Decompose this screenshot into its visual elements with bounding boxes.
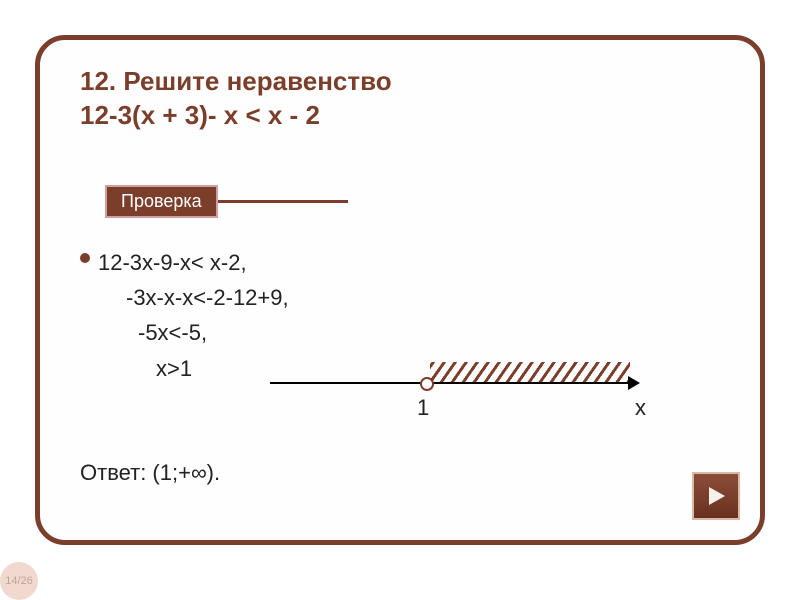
- solution-row-4: x>1: [156, 351, 289, 386]
- title-line-1: 12. Решите неравенство: [80, 66, 392, 96]
- slide-frame: 12. Решите неравенство 12-3(x + 3)- x < …: [35, 35, 765, 545]
- check-section: Проверка: [105, 185, 348, 218]
- number-line: 1 x: [270, 360, 640, 415]
- solution-row-3: -5x<-5,: [138, 315, 289, 350]
- number-line-point-label: 1: [417, 395, 429, 421]
- next-button[interactable]: [692, 472, 740, 520]
- number-line-axis-label: x: [635, 395, 646, 421]
- number-line-axis: [270, 382, 630, 384]
- number-line-arrow-icon: [628, 376, 640, 390]
- solution-row-1: 12-3x-9-x< x-2,: [98, 245, 289, 280]
- solution-steps: 12-3x-9-x< x-2, -3x-x-x<-2-12+9, -5x<-5,…: [98, 245, 289, 386]
- number-line-hatch: [430, 362, 630, 382]
- final-answer: Ответ: (1;+∞).: [80, 460, 220, 486]
- page-indicator: 14/26: [0, 562, 38, 600]
- check-button[interactable]: Проверка: [105, 185, 218, 218]
- bullet-icon: [80, 253, 90, 263]
- check-divider: [218, 200, 348, 203]
- slide-title: 12. Решите неравенство 12-3(x + 3)- x < …: [80, 65, 720, 133]
- play-icon: [705, 485, 727, 507]
- title-line-2: 12-3(x + 3)- x < x - 2: [80, 100, 320, 130]
- solution-row-2: -3x-x-x<-2-12+9,: [126, 280, 289, 315]
- number-line-open-point: [420, 377, 434, 391]
